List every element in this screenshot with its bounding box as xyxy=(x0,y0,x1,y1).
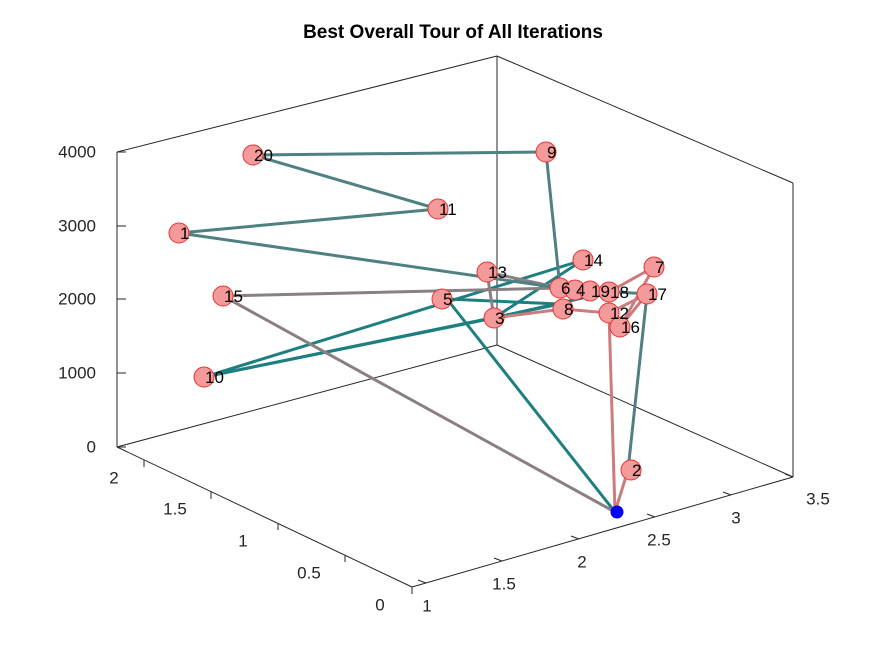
y-tick-label: 0.5 xyxy=(297,564,321,583)
x-tick-label: 2.5 xyxy=(647,531,671,550)
node-label: 20 xyxy=(254,146,273,165)
tour-segment xyxy=(492,307,565,320)
tour-node xyxy=(212,285,234,307)
node-label: 16 xyxy=(621,318,640,337)
tour-node xyxy=(483,307,505,329)
tour-node xyxy=(242,144,264,166)
z-tick-label: 3000 xyxy=(58,217,96,236)
z-tick-label: 1000 xyxy=(58,364,96,383)
tour-nodes xyxy=(168,141,665,481)
tour-segment xyxy=(544,150,562,290)
z-tick-label: 0 xyxy=(87,438,96,457)
tour-segment xyxy=(221,294,617,514)
node-label: 10 xyxy=(205,368,224,387)
x-tick-mark xyxy=(722,491,732,496)
tour-node xyxy=(427,198,449,220)
tour-node xyxy=(620,459,642,481)
tour-node xyxy=(168,222,190,244)
axes-box xyxy=(116,55,794,588)
y-tick-label: 1 xyxy=(238,532,247,551)
node-label: 13 xyxy=(488,263,507,282)
z-tick-label: 2000 xyxy=(58,290,96,309)
box-edge-back-top-right xyxy=(496,55,794,184)
y-tick-label: 2 xyxy=(109,469,118,488)
tour-node xyxy=(609,316,631,338)
tour-segments xyxy=(177,150,656,514)
x-tick-label: 1.5 xyxy=(492,575,516,594)
tour-segment xyxy=(177,231,562,290)
node-label: 19 xyxy=(591,282,610,301)
tour-node xyxy=(636,283,658,305)
axis-ticks: 0 1000 2000 3000 4000 0 0.5 1 1.5 2 1 1.5 2 2.5 3 3.5 xyxy=(58,143,830,616)
node-label: 4 xyxy=(576,281,585,300)
node-label: 1 xyxy=(180,224,189,243)
node-label: 12 xyxy=(610,304,629,323)
box-edge-back-floor-right xyxy=(496,344,794,478)
tour-segment xyxy=(445,297,562,306)
box-edge-back-top-left xyxy=(116,55,498,153)
x-axis-line xyxy=(411,476,794,588)
tour-segment xyxy=(221,286,562,298)
x-tick-label: 3.5 xyxy=(806,490,830,509)
node-label: 7 xyxy=(655,258,664,277)
tour-segment xyxy=(607,311,617,514)
start-marker-layer xyxy=(610,505,624,519)
node-label: 2 xyxy=(632,461,641,480)
start-node-marker xyxy=(610,505,624,519)
x-tick-mark xyxy=(646,513,656,518)
node-label: 6 xyxy=(561,279,570,298)
tour-node xyxy=(431,288,453,310)
node-label: 18 xyxy=(610,283,629,302)
tour-node xyxy=(572,249,594,271)
node-label: 14 xyxy=(584,251,603,270)
tour-segment xyxy=(251,153,440,211)
x-tick-mark xyxy=(417,579,427,584)
tour-segment xyxy=(445,297,617,514)
node-label: 15 xyxy=(224,287,243,306)
tour-segment xyxy=(177,207,440,235)
y-tick-label: 1.5 xyxy=(163,500,187,519)
y-tick-label: 0 xyxy=(375,596,384,615)
box-edge-back-floor-left xyxy=(116,344,498,448)
tour-node xyxy=(193,366,215,388)
tour-segment xyxy=(202,316,496,379)
tour-node xyxy=(643,256,665,278)
z-tick-label: 4000 xyxy=(58,143,96,162)
tour-segment xyxy=(251,150,548,157)
tour-node xyxy=(552,298,574,320)
x-tick-label: 3 xyxy=(731,509,740,528)
node-label: 5 xyxy=(443,290,452,309)
x-tick-label: 1 xyxy=(422,597,431,616)
tour-segment xyxy=(626,292,649,472)
x-tick-mark xyxy=(493,557,503,562)
node-label: 11 xyxy=(439,200,457,219)
y-axis-line xyxy=(116,446,413,588)
x-tick-mark xyxy=(784,473,794,478)
node-label: 17 xyxy=(648,285,667,304)
tour-node xyxy=(476,261,498,283)
tour-node xyxy=(535,141,557,163)
node-label: 9 xyxy=(547,143,556,162)
node-label: 8 xyxy=(564,300,573,319)
node-label: 3 xyxy=(495,309,504,328)
x-tick-label: 2 xyxy=(577,553,586,572)
x-tick-mark xyxy=(570,535,580,540)
chart-title: Best Overall Tour of All Iterations xyxy=(303,22,603,43)
tour-node xyxy=(598,302,620,324)
tour-node xyxy=(598,281,620,303)
